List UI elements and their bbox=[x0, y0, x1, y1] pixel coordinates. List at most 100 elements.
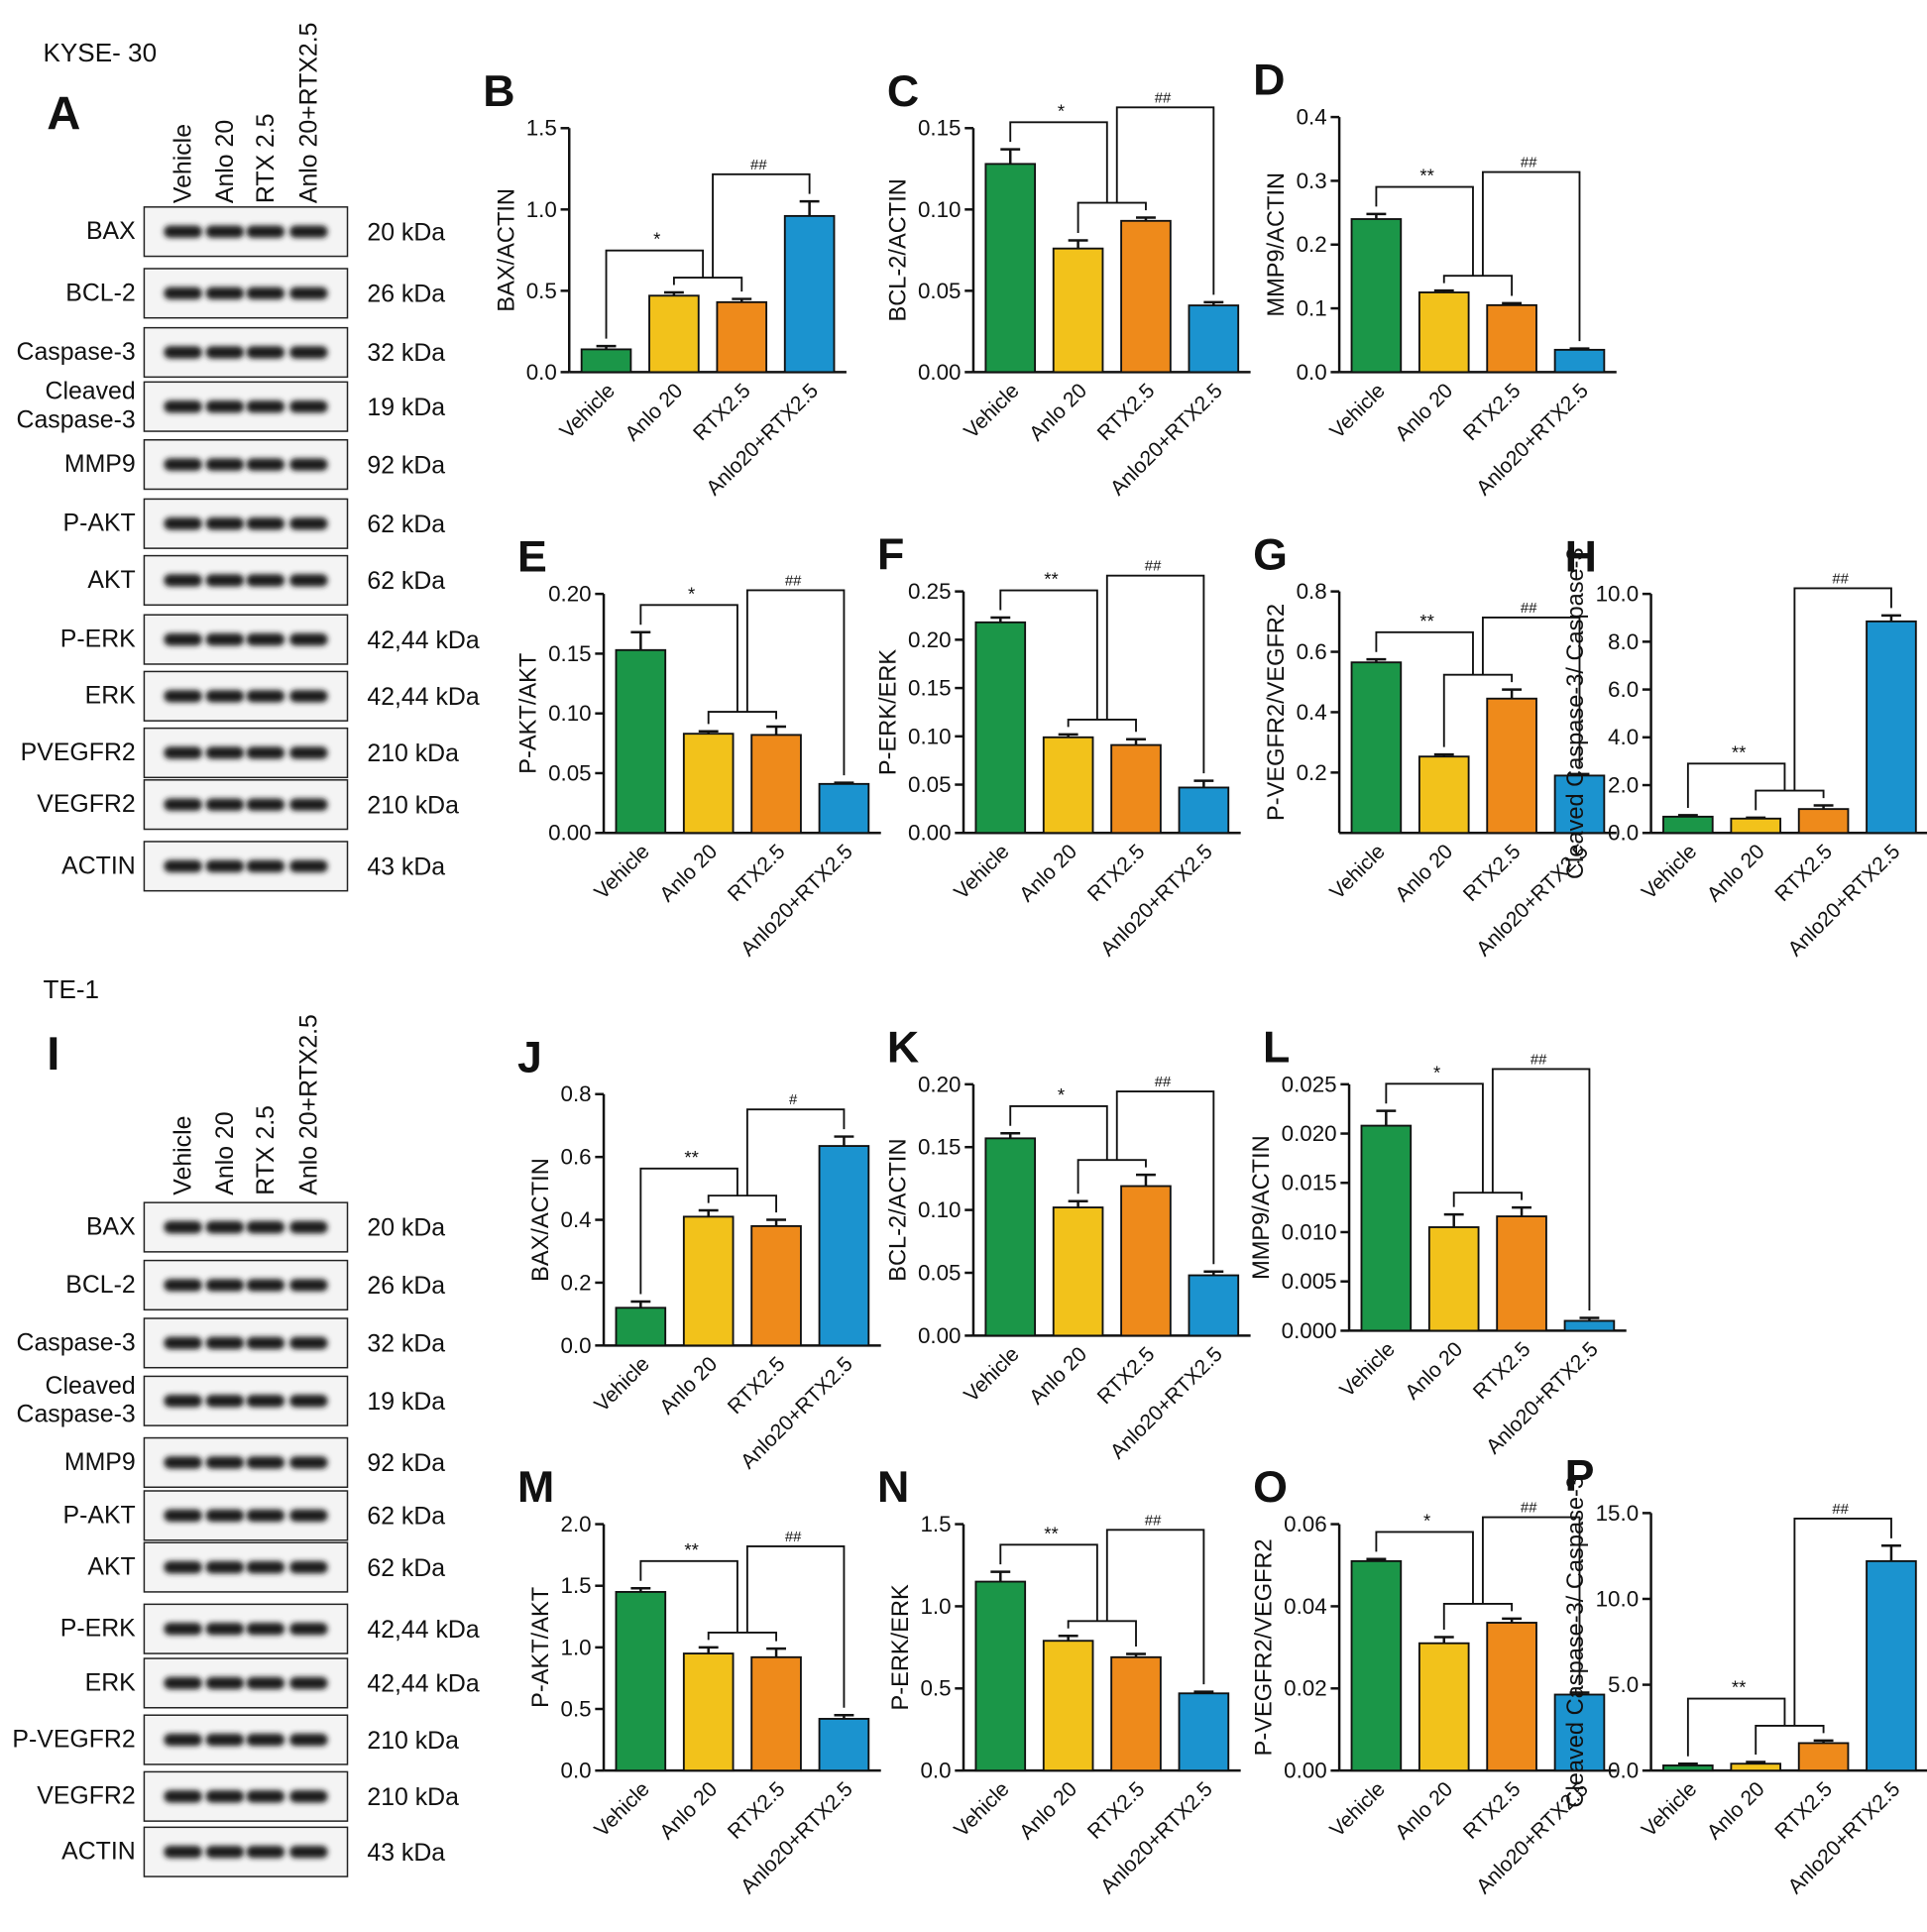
bar-chart: K 0.00 0.05 0.10 0.15 0.20 BCL-2/ACTIN Vehicle A… bbox=[886, 1022, 1251, 1463]
size-label: 42,44 kDa bbox=[367, 1617, 479, 1644]
size-label: 92 kDa bbox=[367, 1450, 445, 1477]
bar bbox=[1350, 218, 1403, 374]
bar bbox=[716, 300, 768, 374]
protein-label: BCL-2 bbox=[65, 279, 136, 306]
bar bbox=[1120, 1185, 1172, 1337]
y-tick-label: 0.4 bbox=[1297, 105, 1327, 130]
protein-label: AKT bbox=[87, 1552, 136, 1581]
protein-label-box: P-AKT bbox=[63, 1502, 136, 1529]
y-axis-label: BCL-2/ACTIN bbox=[886, 178, 912, 321]
group-bracket bbox=[1077, 201, 1147, 234]
bracket bbox=[1009, 1104, 1108, 1161]
y-axis-label: P-AKT/AKT bbox=[516, 653, 542, 774]
band bbox=[164, 1220, 202, 1234]
band bbox=[289, 1509, 328, 1523]
band bbox=[289, 1560, 328, 1574]
y-tick-label: 0.05 bbox=[908, 772, 952, 797]
x-tick-label: Anlo 20 bbox=[1401, 1338, 1467, 1405]
error-bar bbox=[698, 730, 719, 735]
error-bar bbox=[799, 199, 820, 216]
bar bbox=[615, 1307, 667, 1347]
error-bar bbox=[990, 1570, 1011, 1582]
error-bar bbox=[1366, 212, 1387, 220]
band bbox=[164, 1279, 202, 1292]
protein-label-box: P-AKT bbox=[63, 510, 136, 536]
size-label: 62 kDa bbox=[367, 568, 445, 595]
x-tick-label: Anlo 20 bbox=[1025, 380, 1091, 446]
error-bar bbox=[1502, 1617, 1523, 1624]
x-tick-label: Anlo 20 bbox=[621, 380, 687, 446]
error-bar bbox=[1677, 1762, 1698, 1765]
y-tick-label: 15.0 bbox=[1596, 1501, 1640, 1526]
y-axis-label: MMP9/ACTIN bbox=[1264, 172, 1290, 317]
error-bar bbox=[732, 297, 752, 302]
protein-label-box: P-VEGFR2 bbox=[12, 1726, 135, 1753]
group-bracket bbox=[1442, 673, 1514, 747]
size-label: 20 kDa bbox=[367, 219, 445, 246]
band bbox=[246, 1395, 285, 1408]
bar-chart: M 0.0 0.5 1.0 1.5 2.0 P-AKT/AKT Vehicle Anlo 20 R… bbox=[517, 1462, 881, 1898]
bar bbox=[1730, 1762, 1782, 1772]
band bbox=[164, 399, 202, 413]
protein-label: VEGFR2 bbox=[37, 790, 136, 818]
band bbox=[164, 632, 202, 646]
y-tick-label: 0.02 bbox=[1284, 1676, 1327, 1701]
size-label: 210 kDa bbox=[367, 792, 459, 819]
cell-line: TE-1 bbox=[44, 974, 100, 1004]
band bbox=[205, 399, 245, 413]
error-bar bbox=[834, 1713, 854, 1719]
band bbox=[289, 632, 328, 646]
band bbox=[164, 1623, 202, 1636]
significance: * bbox=[688, 583, 695, 604]
protein-label: ACTIN bbox=[61, 852, 136, 879]
size-label: 26 kDa bbox=[367, 282, 445, 308]
band bbox=[246, 746, 285, 759]
bar bbox=[1730, 817, 1782, 835]
bar bbox=[1427, 1226, 1480, 1332]
band bbox=[205, 1790, 245, 1803]
panel-letter: L bbox=[1263, 1022, 1290, 1072]
bar bbox=[1110, 1655, 1162, 1772]
error-bar bbox=[1203, 1270, 1224, 1276]
error-bar bbox=[1126, 738, 1146, 745]
y-tick-label: 0.1 bbox=[1297, 296, 1327, 321]
bracket bbox=[745, 1108, 846, 1196]
x-tick-label: Anlo 20 bbox=[1703, 1777, 1769, 1844]
x-tick-label: Vehicle bbox=[590, 1777, 653, 1841]
bracket bbox=[999, 1543, 1098, 1622]
bar bbox=[1486, 303, 1537, 374]
y-tick-label: 0.000 bbox=[1282, 1318, 1337, 1343]
x-tick-label: RTX2.5 bbox=[1083, 1777, 1150, 1844]
y-tick-label: 0.025 bbox=[1282, 1072, 1337, 1096]
size-label: 62 kDa bbox=[367, 511, 445, 538]
band bbox=[205, 1279, 245, 1292]
significance: ## bbox=[785, 1530, 802, 1545]
band bbox=[164, 346, 202, 359]
band bbox=[246, 1733, 285, 1747]
bar-chart: E 0.00 0.05 0.10 0.15 0.20 P-AKT/AKT Vehicle Anl… bbox=[516, 532, 881, 961]
band bbox=[205, 517, 245, 530]
size-label: 62 kDa bbox=[367, 1555, 445, 1582]
y-tick-label: 0.20 bbox=[918, 1072, 962, 1096]
bar bbox=[783, 214, 836, 374]
x-tick-label: Vehicle bbox=[556, 380, 620, 443]
error-bar bbox=[1366, 1557, 1387, 1561]
y-tick-label: 0.4 bbox=[561, 1207, 592, 1232]
error-bar bbox=[1366, 657, 1387, 663]
band bbox=[205, 1560, 245, 1574]
y-tick-label: 1.0 bbox=[561, 1635, 592, 1659]
error-bar bbox=[1579, 1316, 1600, 1321]
y-tick-label: 0.05 bbox=[548, 760, 592, 785]
error-bar bbox=[630, 1586, 651, 1592]
y-axis-label: BCL-2/ACTIN bbox=[886, 1138, 912, 1281]
x-tick-label: RTX2.5 bbox=[1770, 840, 1837, 906]
panel-letter: E bbox=[517, 532, 547, 582]
error-bar bbox=[834, 1135, 854, 1147]
error-bar bbox=[766, 725, 787, 736]
band bbox=[246, 1336, 285, 1350]
bracket bbox=[639, 1559, 738, 1633]
significance: ** bbox=[1044, 1523, 1059, 1543]
error-bar bbox=[1000, 1132, 1021, 1139]
x-tick-label: Vehicle bbox=[960, 1343, 1023, 1407]
group-bracket bbox=[1442, 275, 1514, 296]
